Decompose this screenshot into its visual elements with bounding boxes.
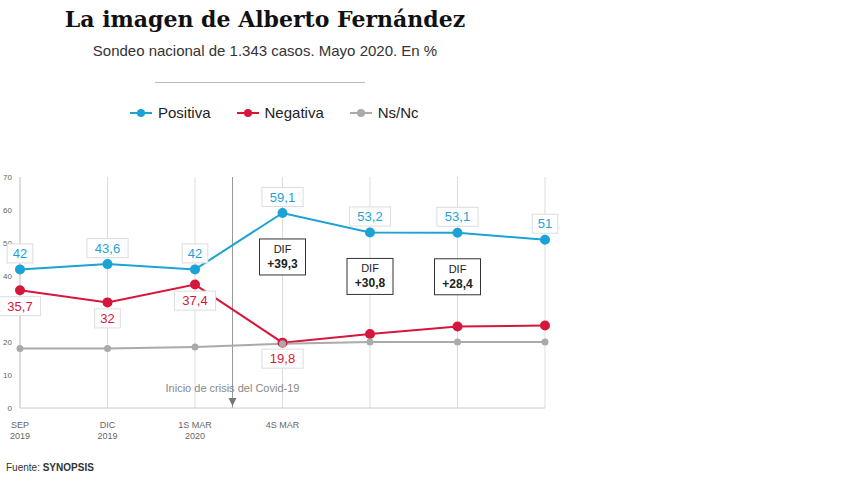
svg-text:1S MAR: 1S MAR [178, 420, 212, 430]
svg-text:40: 40 [3, 272, 12, 281]
svg-text:DIF: DIF [361, 262, 379, 274]
svg-text:+28,4: +28,4 [442, 277, 473, 291]
svg-text:2019: 2019 [97, 431, 117, 441]
svg-text:SEP: SEP [11, 420, 29, 430]
svg-text:50: 50 [3, 238, 12, 248]
svg-text:2019: 2019 [10, 431, 30, 441]
svg-text:43,6: 43,6 [95, 241, 120, 256]
html-text:Sondeo nacional de 1.343 casos: Sondeo nacional de 1.343 casos. Mayo 202… [92, 42, 438, 59]
svg-text:19,8: 19,8 [270, 351, 295, 366]
svg-text:DIF: DIF [274, 243, 292, 255]
svg-text:10: 10 [3, 371, 12, 380]
svg-text:20: 20 [3, 338, 12, 347]
svg-text:59,1: 59,1 [270, 190, 295, 205]
html-text:Negativa: Negativa [264, 104, 324, 121]
svg-text:42: 42 [13, 246, 27, 261]
html-text:La imagen de Alberto Fernández: La imagen de Alberto Fernández [64, 6, 466, 32]
svg-text:53,1: 53,1 [445, 209, 470, 224]
svg-text:4S MAR: 4S MAR [266, 420, 300, 430]
svg-text:Inicio de crisis del Covid-19: Inicio de crisis del Covid-19 [166, 382, 300, 394]
svg-text:53,2: 53,2 [357, 209, 382, 224]
svg-text:60: 60 [3, 206, 12, 215]
svg-text:DIC: DIC [100, 420, 116, 430]
html-text:Fuente: SYNOPSIS: Fuente: SYNOPSIS [6, 462, 94, 473]
svg-text:37,4: 37,4 [182, 293, 207, 308]
html-text:Ns/Nc: Ns/Nc [377, 104, 419, 121]
svg-text:51: 51 [538, 216, 552, 231]
svg-text:+39,3: +39,3 [267, 257, 298, 271]
html-text:Positiva: Positiva [158, 104, 211, 121]
svg-text:35,7: 35,7 [7, 299, 32, 314]
svg-text:0: 0 [8, 404, 13, 413]
svg-text:42: 42 [188, 246, 202, 261]
svg-text:+30,8: +30,8 [355, 276, 386, 290]
svg-text:DIF: DIF [449, 263, 467, 275]
svg-text:70: 70 [3, 173, 12, 182]
svg-text:2020: 2020 [185, 431, 205, 441]
svg-text:32: 32 [100, 311, 114, 326]
